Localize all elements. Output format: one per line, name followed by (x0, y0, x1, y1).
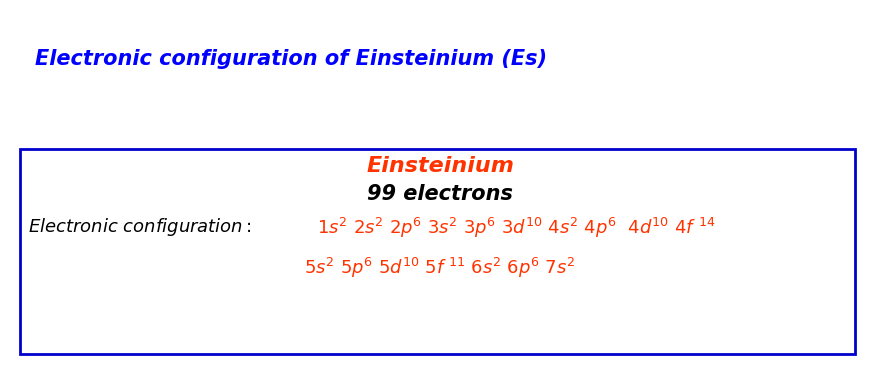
Text: Einsteinium: Einsteinium (365, 156, 514, 176)
Text: 99 electrons: 99 electrons (367, 184, 513, 204)
Text: $\mathit{1s^2\ 2s^2\ 2p^6\ 3s^2\ 3p^6\ 3d^{10}\ 4s^2\ 4p^6\ \ 4d^{10}\ 4f\ ^{14}: $\mathit{1s^2\ 2s^2\ 2p^6\ 3s^2\ 3p^6\ 3… (316, 216, 715, 240)
Text: $\mathit{Electronic\ configuration{:}\ }$: $\mathit{Electronic\ configuration{:}\ }… (28, 216, 252, 238)
Text: $\mathit{5s^2\ 5p^6\ 5d^{10}\ 5f\ ^{11}\ 6s^2\ 6p^6\ 7s^2}$: $\mathit{5s^2\ 5p^6\ 5d^{10}\ 5f\ ^{11}\… (304, 256, 575, 280)
FancyBboxPatch shape (20, 149, 854, 354)
Text: Electronic configuration of Einsteinium (Es): Electronic configuration of Einsteinium … (35, 49, 546, 69)
